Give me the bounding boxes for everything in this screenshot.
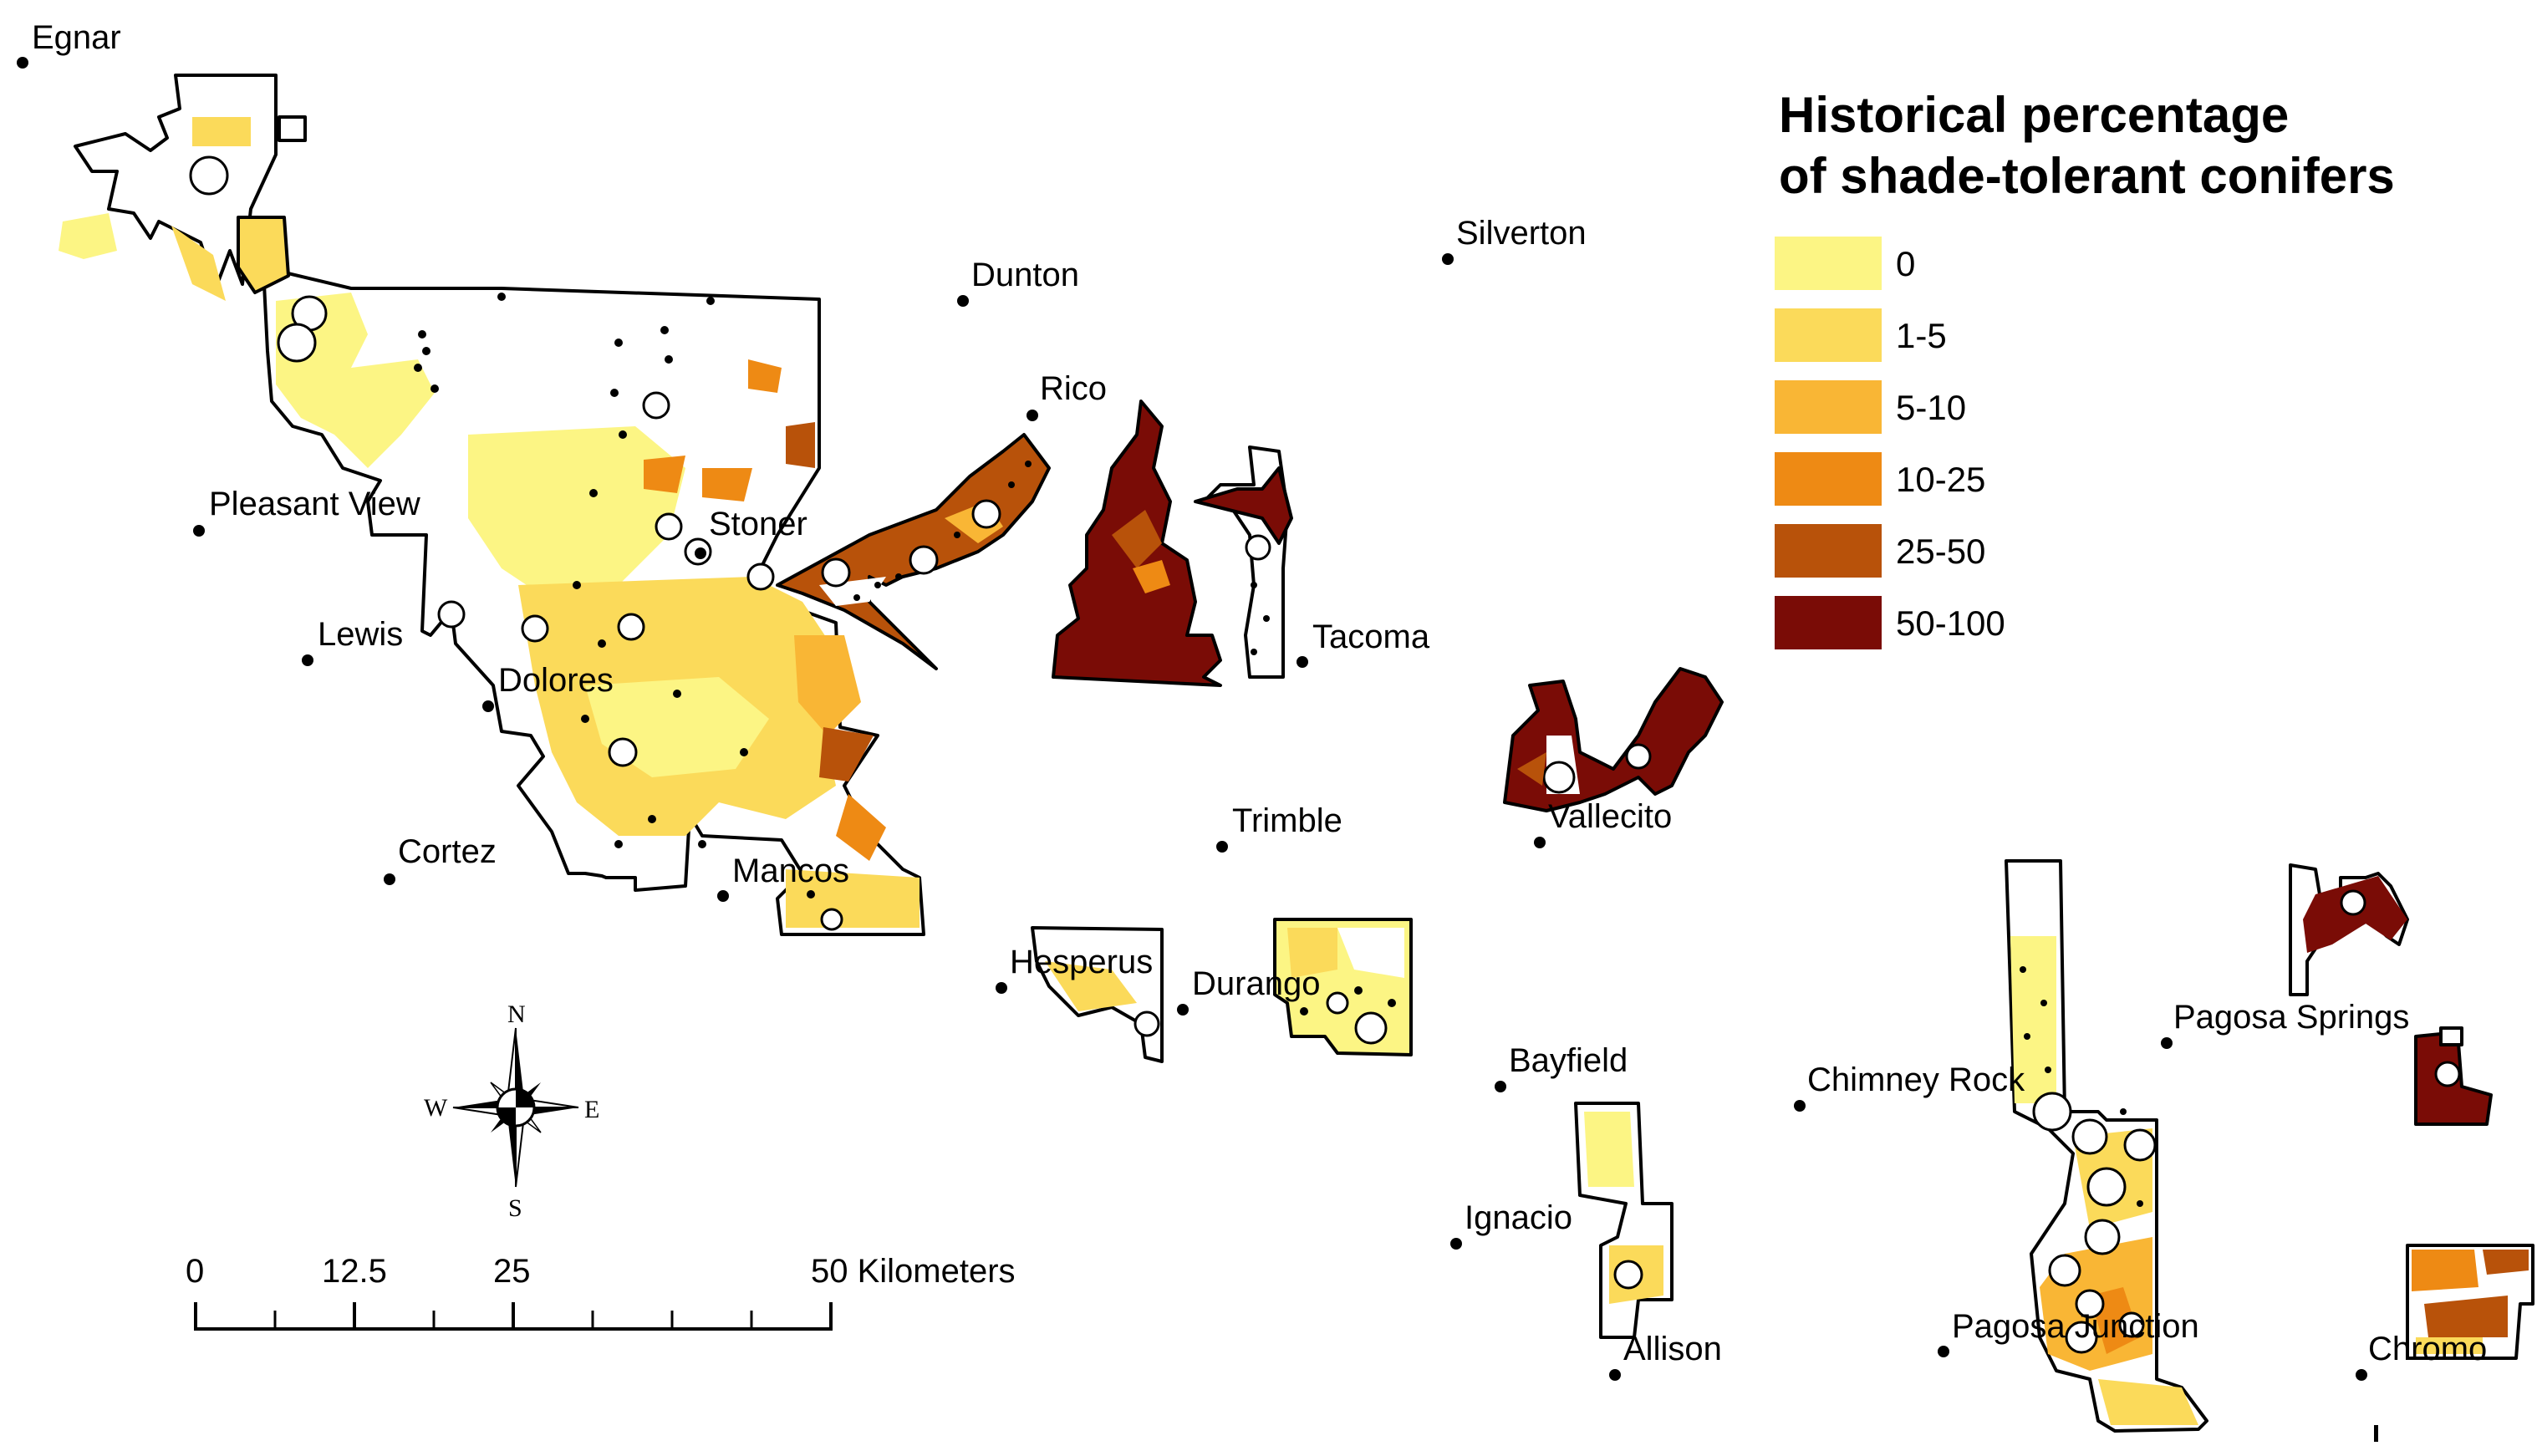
scale-tick-12-5: 12.5 [322, 1253, 387, 1290]
town-mancos: Mancos [717, 853, 849, 902]
svg-text:Chromo: Chromo [2368, 1331, 2487, 1367]
unit-durango [1273, 918, 1413, 1056]
compass-e: E [584, 1096, 599, 1123]
svg-text:Vallecito: Vallecito [1548, 798, 1672, 835]
town-lewis: Lewis [302, 616, 403, 666]
scale-bar: 0 12.5 25 50 Kilometers [186, 1253, 1016, 1331]
unit-rico [776, 433, 1051, 670]
svg-text:Pagosa Junction: Pagosa Junction [1952, 1308, 2199, 1345]
unit-vallecito [1503, 667, 1724, 812]
legend-label-3: 10-25 [1896, 460, 1985, 499]
legend-swatch-3 [1775, 452, 1882, 506]
svg-text:Chimney Rock: Chimney Rock [1807, 1061, 2025, 1098]
unit-egnar [59, 74, 328, 363]
legend-label-1: 1-5 [1896, 316, 1947, 355]
town-bayfield: Bayfield [1495, 1042, 1628, 1092]
town-pagosa-springs: Pagosa Springs [2161, 999, 2409, 1049]
svg-text:Pleasant View: Pleasant View [209, 486, 420, 522]
unit-dolores [262, 266, 925, 936]
town-tacoma: Tacoma [1297, 619, 1430, 668]
svg-text:Bayfield: Bayfield [1509, 1042, 1628, 1079]
unit-east [2414, 1026, 2493, 1126]
svg-text:Ignacio: Ignacio [1465, 1199, 1572, 1236]
town-stoner: Stoner [695, 506, 807, 559]
scale-tick-0: 0 [186, 1253, 204, 1290]
compass-w: W [424, 1094, 448, 1122]
svg-text:Rico: Rico [1040, 370, 1107, 407]
legend-swatch-1 [1775, 308, 1882, 362]
svg-text:Egnar: Egnar [32, 19, 121, 56]
town-rico: Rico [1027, 370, 1107, 421]
study-areas [59, 74, 2534, 1433]
town-allison: Allison [1609, 1331, 1722, 1381]
unit-tacoma [1052, 400, 1293, 687]
town-egnar: Egnar [17, 19, 121, 69]
legend-label-5: 50-100 [1896, 603, 2005, 643]
unit-hesperus [1031, 926, 1164, 1063]
svg-text:Tacoma: Tacoma [1312, 619, 1430, 655]
unit-bayfield [1574, 1102, 1674, 1339]
legend-title-line2: of shade-tolerant conifers [1779, 148, 2395, 204]
compass-n: N [507, 1000, 526, 1028]
town-cortez: Cortez [384, 833, 497, 885]
legend: Historical percentage of shade-tolerant … [1775, 87, 2395, 649]
town-vallecito: Vallecito [1534, 798, 1672, 848]
svg-text:Hesperus: Hesperus [1010, 944, 1153, 980]
svg-text:Trimble: Trimble [1232, 802, 1342, 839]
town-ignacio: Ignacio [1450, 1199, 1572, 1250]
legend-label-2: 5-10 [1896, 388, 1966, 427]
svg-text:Pagosa Springs: Pagosa Springs [2173, 999, 2409, 1036]
unit-pagosa [2005, 859, 2208, 1433]
town-chromo: Chromo [2356, 1331, 2487, 1381]
town-dunton: Dunton [957, 257, 1079, 307]
unit-chromo [2406, 1244, 2534, 1360]
scale-tick-25: 25 [493, 1253, 531, 1290]
svg-text:Mancos: Mancos [732, 853, 849, 889]
town-trimble: Trimble [1216, 802, 1342, 853]
town-dolores: Dolores [482, 662, 614, 712]
legend-label-0: 0 [1896, 244, 1915, 283]
compass-s: S [508, 1194, 522, 1222]
svg-text:Dunton: Dunton [971, 257, 1079, 293]
svg-text:Dolores: Dolores [498, 662, 614, 699]
town-silverton: Silverton [1442, 215, 1587, 265]
town-durango: Durango [1177, 965, 1320, 1016]
towns: Egnar Pleasant View Lewis Dolores Cortez… [17, 19, 2487, 1442]
legend-swatch-2 [1775, 380, 1882, 434]
legend-swatch-0 [1775, 237, 1882, 290]
svg-text:Silverton: Silverton [1456, 215, 1587, 252]
scale-tick-50-km: 50 Kilometers [811, 1253, 1016, 1290]
svg-text:Stoner: Stoner [709, 506, 807, 542]
town-pleasant-view: Pleasant View [193, 486, 420, 537]
legend-label-4: 25-50 [1896, 532, 1985, 571]
north-arrow-icon: N S E W [424, 1000, 599, 1222]
svg-text:Lewis: Lewis [318, 616, 403, 653]
town-hesperus: Hesperus [996, 944, 1153, 994]
legend-items: 0 1-5 5-10 10-25 25-50 50-100 [1775, 237, 2005, 649]
unit-pagosa-springs [2289, 863, 2409, 996]
legend-title-line1: Historical percentage [1779, 87, 2289, 143]
svg-text:Durango: Durango [1192, 965, 1320, 1002]
legend-swatch-5 [1775, 596, 1882, 649]
town-chimney-rock: Chimney Rock [1794, 1061, 2025, 1112]
town-pagosa-junction: Pagosa Junction [1938, 1308, 2199, 1357]
legend-swatch-4 [1775, 524, 1882, 578]
svg-text:Allison: Allison [1623, 1331, 1722, 1367]
svg-text:Cortez: Cortez [398, 833, 497, 870]
